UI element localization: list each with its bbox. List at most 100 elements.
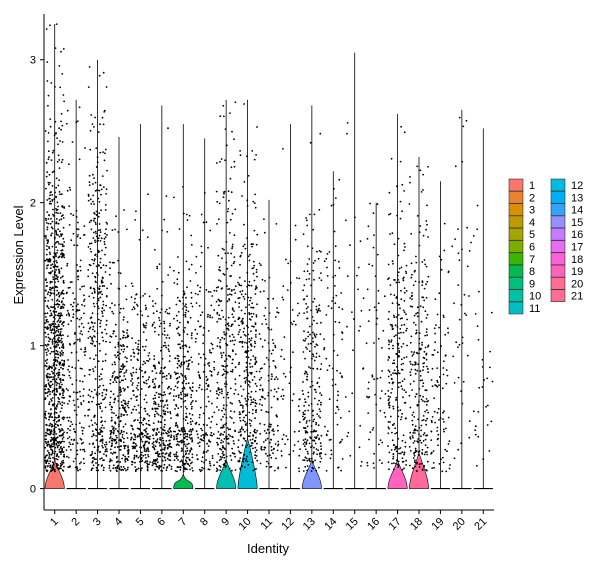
data-point	[53, 346, 56, 349]
data-point	[116, 470, 118, 473]
data-point	[148, 463, 151, 466]
data-point	[334, 302, 337, 305]
data-point	[274, 365, 277, 368]
data-point	[341, 438, 344, 441]
data-point	[195, 337, 197, 340]
data-point	[312, 262, 315, 264]
data-point	[274, 366, 277, 369]
data-point	[88, 425, 91, 428]
data-point	[140, 421, 143, 424]
data-point	[188, 214, 191, 217]
data-point	[130, 282, 133, 285]
data-point	[246, 460, 249, 463]
data-point	[75, 351, 78, 353]
data-point	[326, 253, 329, 255]
data-point	[120, 379, 123, 382]
data-point	[44, 217, 47, 220]
data-point	[47, 412, 50, 415]
data-point	[50, 384, 52, 387]
data-point	[290, 366, 292, 369]
data-point	[135, 454, 138, 457]
data-point	[84, 414, 86, 417]
data-point	[59, 277, 62, 279]
data-point	[392, 381, 394, 384]
data-point	[54, 314, 57, 316]
data-point	[137, 343, 140, 346]
data-point	[170, 417, 172, 419]
data-point	[174, 385, 177, 388]
data-point	[308, 404, 310, 407]
data-point	[265, 410, 268, 413]
data-point	[229, 435, 232, 437]
data-point	[148, 441, 150, 444]
data-point	[409, 360, 412, 363]
data-point	[72, 292, 74, 294]
data-point	[331, 384, 334, 387]
data-point	[268, 328, 271, 331]
data-point	[371, 374, 374, 377]
data-point	[87, 322, 90, 324]
data-point	[247, 255, 250, 258]
data-point	[223, 273, 226, 276]
data-point	[261, 389, 264, 392]
data-point	[184, 459, 187, 462]
data-point	[81, 304, 83, 306]
data-point	[181, 439, 183, 442]
data-point	[187, 364, 190, 366]
data-point	[220, 418, 223, 421]
data-point	[316, 453, 318, 456]
data-point	[334, 274, 337, 277]
data-point	[194, 341, 197, 343]
data-point	[61, 469, 64, 472]
data-point	[209, 462, 211, 465]
data-point	[90, 219, 92, 222]
data-point	[198, 374, 201, 376]
data-point	[106, 450, 108, 453]
data-point	[176, 319, 179, 322]
data-point	[387, 390, 390, 392]
data-point	[66, 262, 69, 265]
data-point	[135, 368, 138, 371]
data-point	[131, 285, 134, 287]
data-point	[72, 232, 75, 235]
data-point	[147, 378, 150, 381]
data-point	[71, 281, 73, 283]
data-point	[266, 428, 269, 431]
data-point	[134, 447, 136, 450]
data-point	[304, 398, 306, 401]
data-point	[61, 350, 63, 352]
data-point	[117, 345, 120, 348]
data-point	[211, 455, 214, 457]
data-point	[187, 442, 190, 445]
data-point	[58, 419, 61, 421]
data-point	[246, 373, 249, 375]
data-point	[46, 242, 49, 245]
data-point	[55, 268, 57, 271]
data-point	[405, 290, 408, 292]
data-point	[320, 279, 323, 282]
data-point	[352, 318, 355, 320]
data-point	[163, 218, 166, 221]
data-point	[234, 383, 237, 385]
data-point	[57, 353, 59, 356]
data-point	[254, 206, 257, 209]
data-point	[162, 432, 165, 435]
data-point	[51, 383, 54, 386]
data-point	[248, 362, 251, 365]
data-point	[53, 418, 56, 421]
data-point	[173, 269, 175, 272]
data-point	[403, 287, 406, 289]
data-point	[238, 411, 241, 413]
data-point	[309, 460, 311, 463]
data-point	[113, 361, 116, 364]
data-point	[69, 425, 72, 428]
data-point	[414, 280, 417, 283]
data-point	[315, 437, 317, 440]
data-point	[290, 321, 292, 324]
data-point	[202, 423, 205, 426]
data-point	[409, 383, 412, 385]
data-point	[58, 336, 60, 339]
data-point	[312, 301, 314, 303]
data-point	[59, 467, 62, 469]
data-point	[390, 377, 393, 380]
